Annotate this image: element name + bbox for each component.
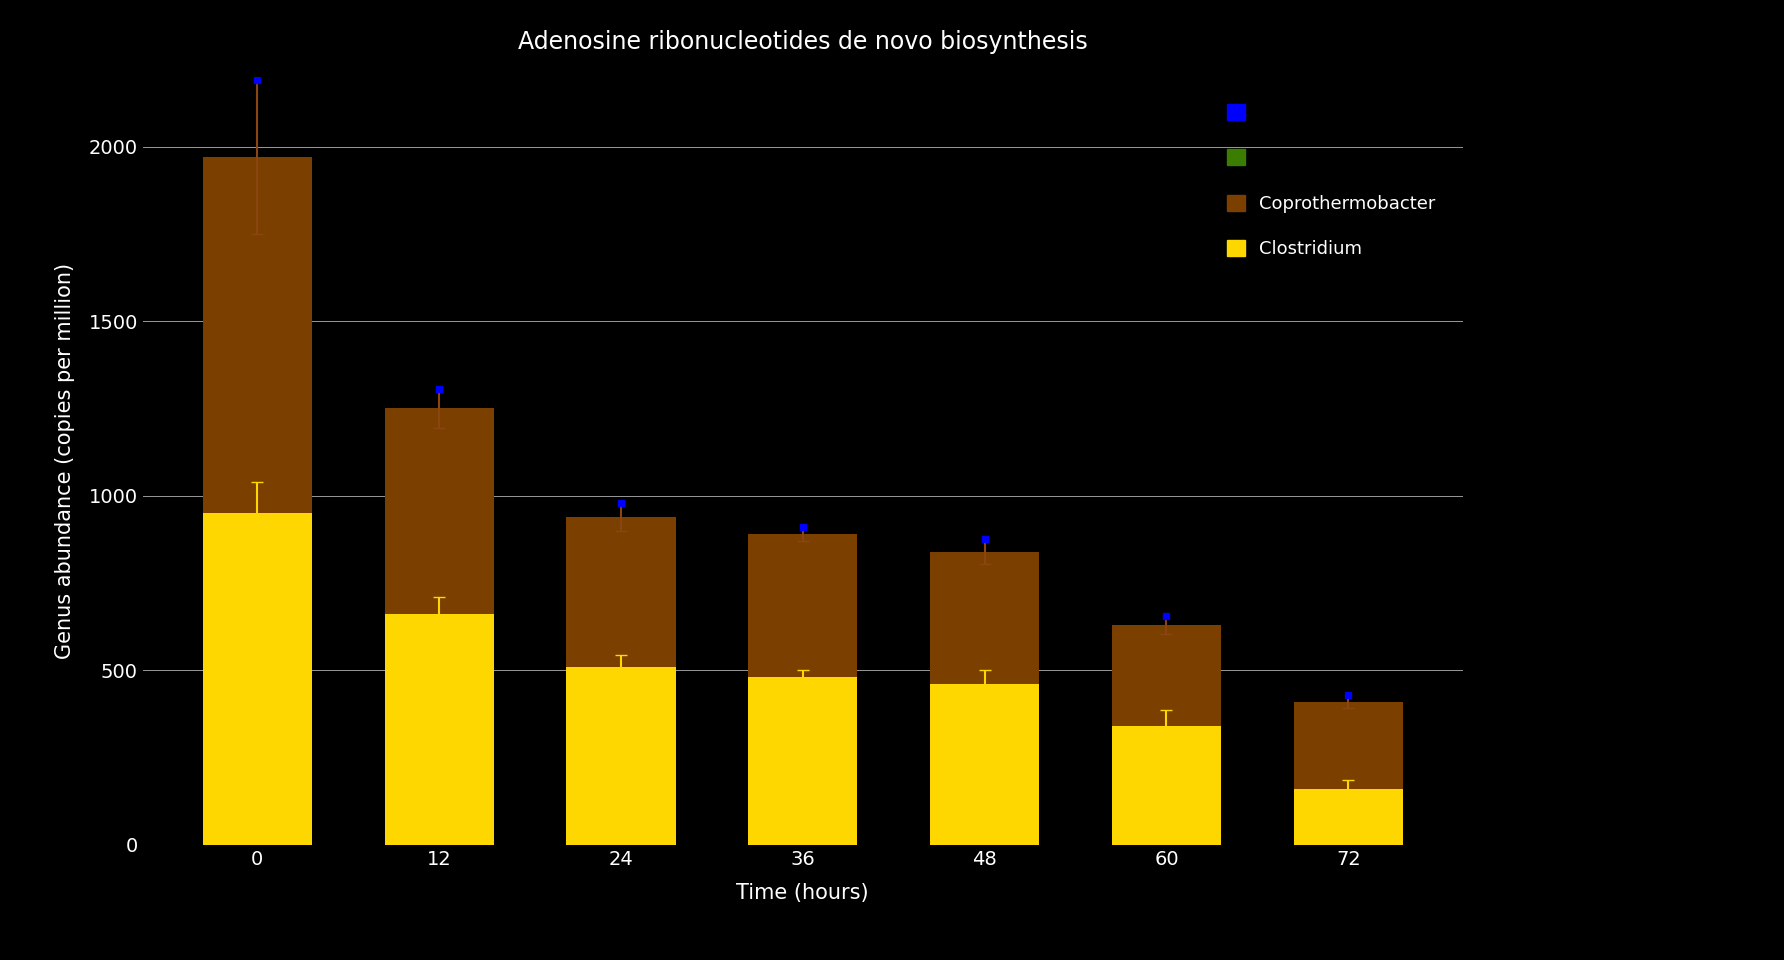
- Bar: [203, 514, 312, 845]
- Bar: [203, 157, 312, 514]
- Bar: [1111, 625, 1220, 726]
- Bar: [1293, 789, 1402, 845]
- X-axis label: Time (hours): Time (hours): [737, 882, 869, 902]
- Bar: [385, 614, 494, 845]
- Bar: [566, 667, 676, 845]
- Bar: [929, 684, 1040, 845]
- Bar: [747, 534, 858, 677]
- Bar: [1293, 702, 1402, 789]
- Bar: [566, 516, 676, 667]
- Title: Adenosine ribonucleotides de novo biosynthesis: Adenosine ribonucleotides de novo biosyn…: [517, 30, 1088, 54]
- Y-axis label: Genus abundance (copies per million): Genus abundance (copies per million): [55, 263, 75, 659]
- Bar: [747, 677, 858, 845]
- Bar: [1111, 726, 1220, 845]
- Bar: [929, 552, 1040, 684]
- Bar: [385, 408, 494, 614]
- Legend: , , Coprothermobacter, Clostridium: , , Coprothermobacter, Clostridium: [1210, 85, 1454, 276]
